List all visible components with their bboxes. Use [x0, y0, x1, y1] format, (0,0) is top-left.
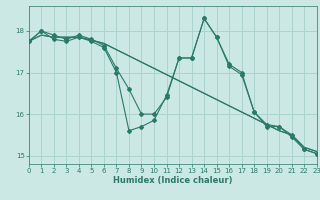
X-axis label: Humidex (Indice chaleur): Humidex (Indice chaleur) — [113, 176, 233, 185]
